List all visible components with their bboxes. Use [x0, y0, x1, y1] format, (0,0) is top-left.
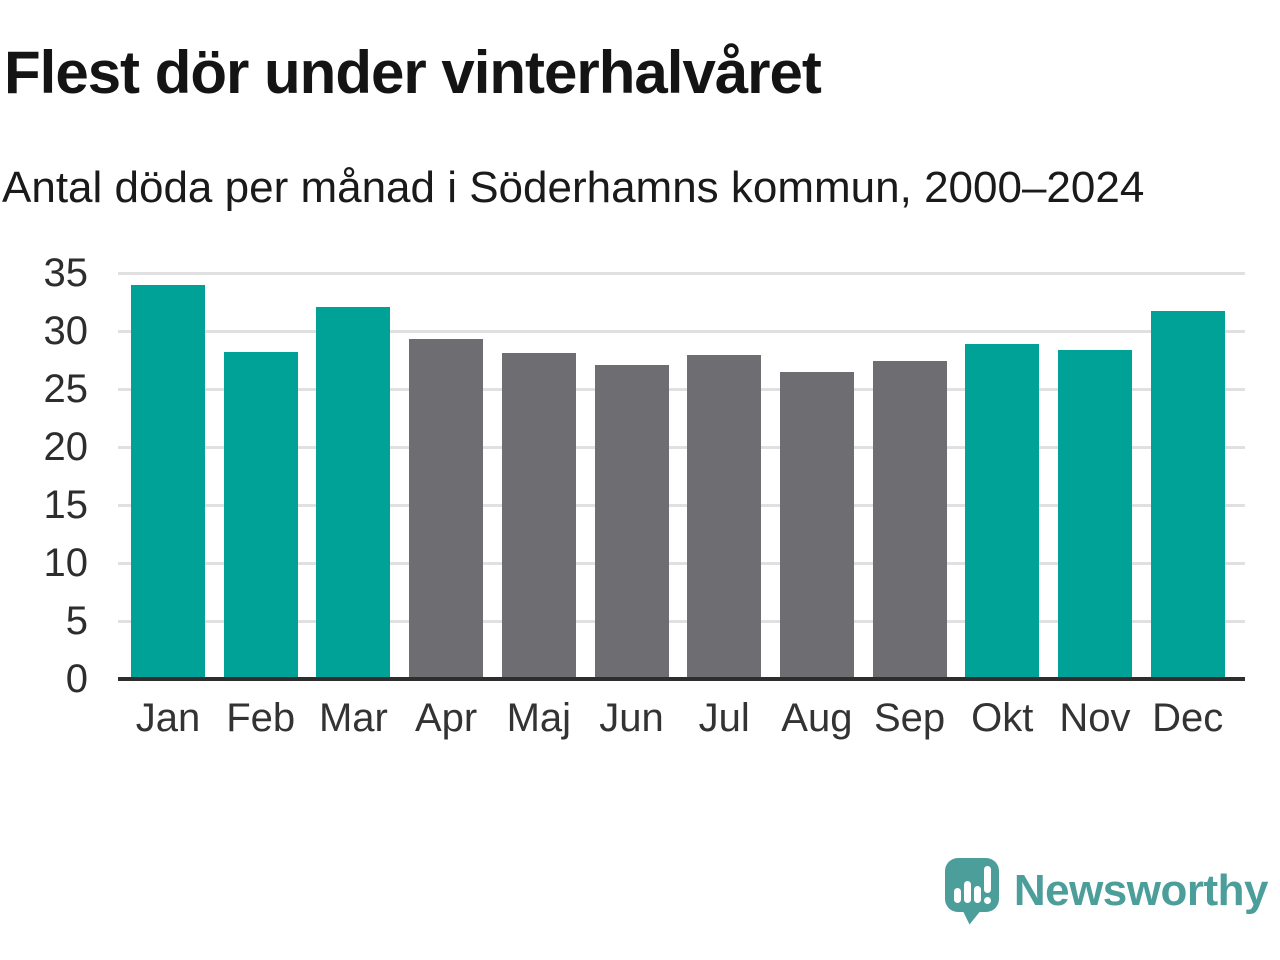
- newsworthy-wordmark: Newsworthy: [1013, 866, 1269, 915]
- y-tick-label-10: 10: [43, 541, 89, 585]
- x-tick-label-nov: Nov: [1059, 696, 1131, 740]
- bar-jan: [131, 284, 205, 679]
- gridline-5: [118, 619, 1245, 623]
- bar-jul: [687, 355, 762, 679]
- x-tick-label-mar: Mar: [318, 696, 388, 740]
- x-tick-label-okt: Okt: [971, 696, 1034, 740]
- x-tick-label-sep: Sep: [874, 696, 946, 740]
- bar-aug: [779, 371, 854, 679]
- bar-dec: [1150, 311, 1225, 679]
- gridline-20: [118, 445, 1245, 449]
- bar-maj: [501, 353, 576, 679]
- gridline-15: [118, 503, 1245, 507]
- y-tick-label-25: 25: [43, 367, 89, 411]
- bar-apr: [409, 339, 484, 679]
- x-tick-label-maj: Maj: [506, 696, 572, 740]
- chart-title: Flest dör under vinterhalvåret: [4, 39, 822, 106]
- x-axis-line: [118, 677, 1245, 681]
- x-tick-label-dec: Dec: [1152, 696, 1224, 740]
- newsworthy-logo: Newsworthy: [944, 856, 1269, 926]
- bar-okt: [965, 343, 1040, 679]
- bar-chart-plot-area: [118, 271, 1245, 679]
- x-tick-label-feb: Feb: [226, 696, 296, 740]
- y-tick-label-0: 0: [65, 657, 88, 701]
- y-tick-label-30: 30: [43, 309, 89, 353]
- x-tick-label-jun: Jun: [599, 696, 664, 740]
- y-tick-label-15: 15: [43, 483, 89, 527]
- y-tick-label-5: 5: [65, 599, 88, 643]
- newsworthy-logo-icon: [944, 858, 999, 925]
- gridline-30: [118, 329, 1245, 333]
- y-tick-label-35: 35: [43, 251, 89, 295]
- x-tick-label-aug: Aug: [781, 696, 853, 740]
- bar-sep: [872, 361, 947, 679]
- gridline-35: [118, 271, 1245, 275]
- y-tick-label-20: 20: [43, 425, 89, 469]
- x-tick-label-jan: Jan: [135, 696, 201, 740]
- chart-subtitle: Antal döda per månad i Söderhamns kommun…: [2, 163, 1145, 212]
- x-tick-label-jul: Jul: [698, 696, 750, 740]
- gridline-25: [118, 387, 1245, 391]
- x-tick-label-apr: Apr: [414, 696, 478, 740]
- bar-feb: [223, 351, 298, 679]
- bar-nov: [1058, 349, 1132, 679]
- bar-mar: [316, 306, 391, 679]
- bar-jun: [594, 364, 669, 679]
- gridline-10: [118, 561, 1245, 565]
